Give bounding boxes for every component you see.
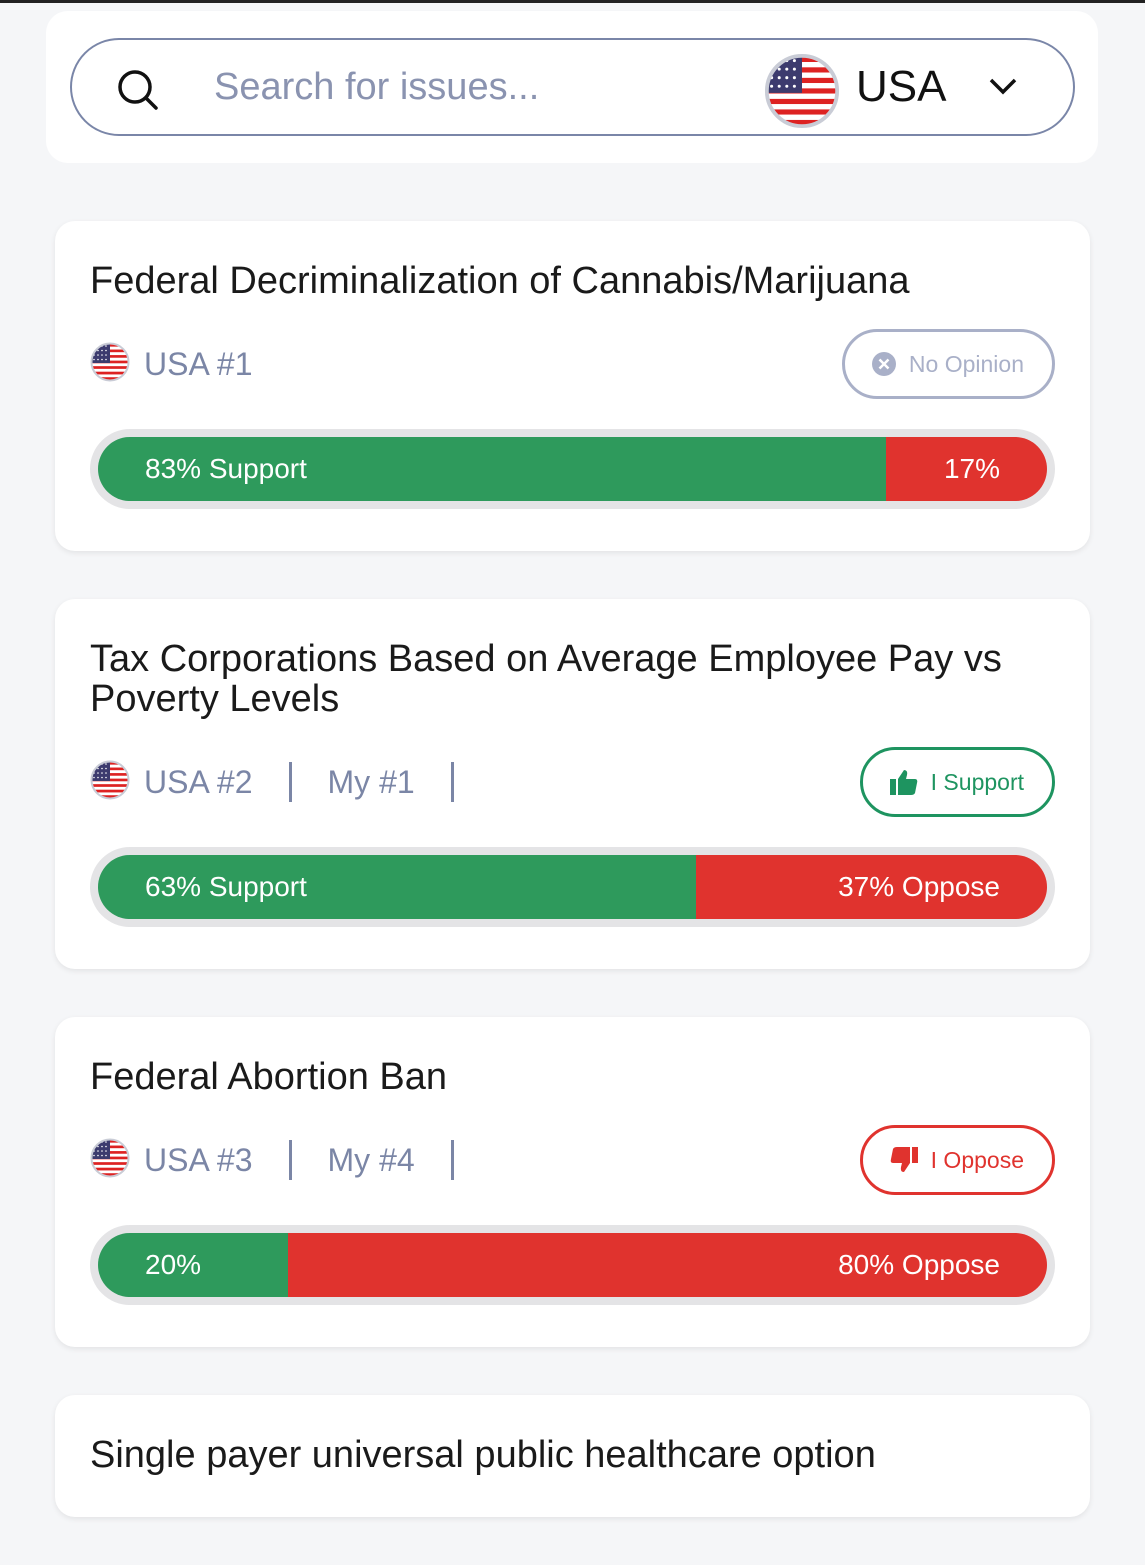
divider xyxy=(288,1140,292,1180)
issue-list: Federal Decriminalization of Cannabis/Ma… xyxy=(55,221,1090,1565)
stance-label: I Oppose xyxy=(930,1146,1024,1173)
rank-row: USA #1 No Opinion xyxy=(90,329,1055,399)
issue-card[interactable]: Federal Abortion Ban USA #3 My #4 I Oppose 2… xyxy=(55,1017,1090,1347)
country-rank: USA #2 xyxy=(144,763,253,800)
stance-icon xyxy=(889,770,917,795)
divider xyxy=(288,762,292,802)
issue-card[interactable]: Tax Corporations Based on Average Employ… xyxy=(55,599,1090,969)
country-rank: USA #1 xyxy=(144,345,253,382)
chevron[interactable] xyxy=(987,76,1019,98)
stance-button[interactable]: No Opinion xyxy=(841,329,1055,399)
oppose-label: 17% xyxy=(943,453,1000,484)
country-select[interactable]: USA xyxy=(856,62,947,111)
flag xyxy=(90,342,130,387)
screen: Search for issues... USA Federal Decrimi… xyxy=(0,0,1145,1475)
oppose-segment: 17% xyxy=(885,437,1047,501)
search-placeholder[interactable]: Search for issues... xyxy=(214,66,540,108)
issue-card[interactable]: Federal Decriminalization of Cannabis/Ma… xyxy=(55,221,1090,551)
my-rank: My #4 xyxy=(327,1141,415,1178)
opinion-bar: 20% 80% Oppose xyxy=(90,1225,1055,1305)
country-flag xyxy=(764,53,840,134)
page: Issues {"search": {"placeholder": "Searc… xyxy=(0,0,1145,1475)
oppose-label: 37% Oppose xyxy=(838,871,1000,902)
country-rank: USA #3 xyxy=(144,1141,253,1178)
support-segment: 83% Support xyxy=(98,437,886,501)
support-label: 63% Support xyxy=(145,871,307,902)
oppose-segment: 80% Oppose xyxy=(287,1233,1047,1297)
rank-row: USA #2 My #1 I Support xyxy=(90,747,1055,817)
stance-icon xyxy=(871,352,896,376)
flag xyxy=(764,53,840,129)
stance-label: I Support xyxy=(930,768,1024,795)
flag xyxy=(90,760,130,799)
flag xyxy=(90,342,130,381)
divider xyxy=(450,762,454,802)
issue-title: Federal Decriminalization of Cannabis/Ma… xyxy=(90,260,910,302)
flag xyxy=(90,1138,130,1177)
issue-title: Federal Abortion Ban xyxy=(90,1056,448,1098)
stance-button[interactable]: I Oppose xyxy=(859,1125,1055,1195)
search-card: Search for issues... USA xyxy=(46,11,1098,163)
support-label: 20% xyxy=(145,1249,202,1280)
flag xyxy=(90,760,130,805)
rank-row: USA #3 My #4 I Oppose xyxy=(90,1125,1055,1195)
issue-card[interactable]: Single payer universal public healthcare… xyxy=(55,1395,1090,1517)
opinion-bar: 83% Support 17% xyxy=(90,429,1055,509)
support-segment: 20% xyxy=(98,1233,288,1297)
issue-title: Tax Corporations Based on Average Employ… xyxy=(90,638,1002,720)
issue-title: Single payer universal public healthcare… xyxy=(90,1434,876,1476)
divider xyxy=(450,1140,454,1180)
flag xyxy=(90,1138,130,1183)
my-rank: My #1 xyxy=(327,763,415,800)
stance-button[interactable]: I Support xyxy=(859,747,1055,817)
support-label: 83% Support xyxy=(145,453,307,484)
search-bar[interactable]: Search for issues... USA xyxy=(70,38,1075,136)
stance-icon xyxy=(890,1147,918,1172)
support-segment: 63% Support xyxy=(98,855,696,919)
oppose-segment: 37% Oppose xyxy=(695,855,1047,919)
stance-label: No Opinion xyxy=(908,350,1024,377)
opinion-bar: 63% Support 37% Oppose xyxy=(90,847,1055,927)
search-icon xyxy=(118,70,158,110)
oppose-label: 80% Oppose xyxy=(838,1249,1000,1280)
